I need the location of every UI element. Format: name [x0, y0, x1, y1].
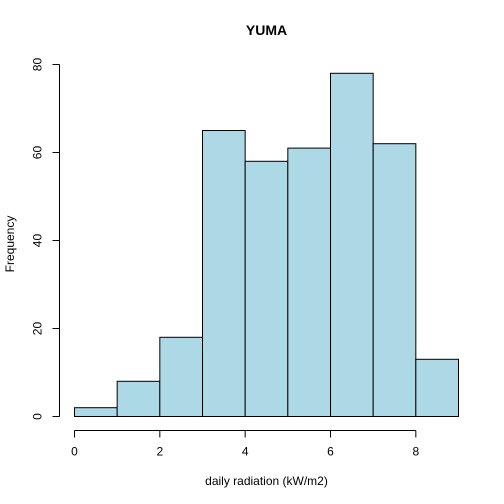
y-axis-label: Frequency [3, 216, 17, 273]
x-tick-label-2: 4 [242, 445, 249, 459]
y-tick-label-0: 0 [31, 413, 45, 420]
chart-title: YUMA [246, 22, 287, 38]
y-tick-label-2: 40 [31, 234, 45, 248]
histogram-bar-7 [372, 143, 417, 417]
bars-group [74, 72, 460, 418]
x-tick-label-1: 2 [156, 445, 163, 459]
histogram-bar-2 [159, 336, 203, 417]
y-tick-label-4: 80 [31, 58, 45, 72]
histogram-bar-4 [244, 160, 289, 417]
y-tick-label-1: 20 [31, 322, 45, 336]
histogram-bar-6 [330, 72, 374, 418]
histogram-bar-3 [202, 130, 246, 417]
histogram-bar-0 [74, 407, 118, 418]
x-tick-label-4: 8 [412, 445, 419, 459]
histogram-bar-1 [116, 380, 161, 417]
histogram-bar-5 [287, 147, 332, 417]
x-tick-label-0: 0 [71, 445, 78, 459]
x-axis: 0 2 4 6 8 [71, 430, 419, 459]
y-axis: 0 20 40 60 80 [31, 58, 60, 420]
y-tick-label-3: 60 [31, 146, 45, 160]
x-tick-label-3: 6 [327, 445, 334, 459]
histogram-bar-8 [415, 358, 460, 417]
x-axis-label: daily radiation (kW/m2) [205, 474, 328, 488]
